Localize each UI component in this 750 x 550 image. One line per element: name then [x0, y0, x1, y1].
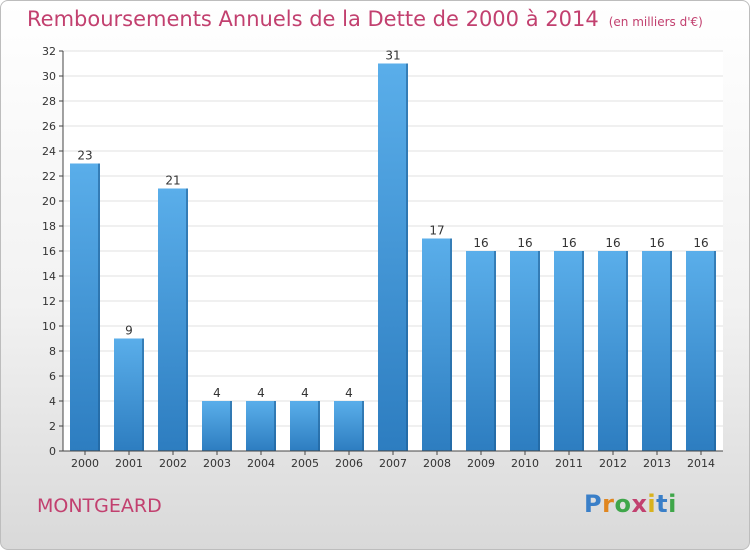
data-label: 4: [213, 386, 221, 400]
y-tick-label: 8: [49, 345, 56, 358]
y-tick-label: 16: [42, 245, 56, 258]
bar-edge: [582, 251, 584, 451]
y-tick-label: 22: [42, 170, 56, 183]
bar-edge: [670, 251, 672, 451]
y-tick-label: 14: [42, 270, 56, 283]
bar: [334, 401, 364, 451]
bar-edge: [450, 238, 452, 451]
y-tick-label: 2: [49, 420, 56, 433]
y-tick-label: 24: [42, 145, 56, 158]
x-tick-label: 2011: [555, 457, 583, 470]
chart-title: Remboursements Annuels de la Dette de 20…: [27, 7, 703, 31]
data-label: 4: [345, 386, 353, 400]
bar: [686, 251, 716, 451]
data-label: 4: [301, 386, 309, 400]
x-tick-label: 2000: [71, 457, 99, 470]
bar-edge: [626, 251, 628, 451]
bars: [70, 63, 716, 451]
bar: [554, 251, 584, 451]
data-label: 16: [605, 236, 620, 250]
y-tick-label: 12: [42, 295, 56, 308]
bar-edge: [230, 401, 232, 451]
y-tick-label: 10: [42, 320, 56, 333]
bar: [114, 338, 144, 451]
y-tick-label: 32: [42, 45, 56, 58]
proxiti-logo: Proxiti: [584, 490, 677, 518]
data-label: 31: [385, 49, 400, 63]
bar: [70, 163, 100, 451]
data-label: 16: [517, 236, 532, 250]
bar: [642, 251, 672, 451]
bar-edge: [714, 251, 716, 451]
logo-letter: t: [656, 490, 669, 518]
logo-letter: i: [668, 490, 677, 518]
logo-letter: x: [631, 490, 648, 518]
logo-letter: i: [647, 490, 657, 518]
bar-edge: [142, 338, 144, 451]
x-tick-label: 2007: [379, 457, 407, 470]
y-tick-label: 4: [49, 395, 56, 408]
bar: [466, 251, 496, 451]
x-tick-label: 2004: [247, 457, 275, 470]
y-tick-label: 20: [42, 195, 56, 208]
bar-edge: [98, 163, 100, 451]
data-label: 16: [561, 236, 576, 250]
x-tick-label: 2008: [423, 457, 451, 470]
bar: [158, 188, 188, 451]
data-label: 16: [693, 236, 708, 250]
axes: [59, 50, 723, 455]
bar-edge: [362, 401, 364, 451]
bar: [378, 63, 408, 451]
x-tick-label: 2006: [335, 457, 363, 470]
bar: [422, 238, 452, 451]
bar-edge: [494, 251, 496, 451]
bar-edge: [186, 188, 188, 451]
x-tick-label: 2009: [467, 457, 495, 470]
y-tick-label: 26: [42, 120, 56, 133]
logo-letter: r: [602, 490, 615, 518]
data-label: 9: [125, 324, 133, 338]
bar-edge: [406, 63, 408, 451]
x-tick-label: 2003: [203, 457, 231, 470]
data-label: 4: [257, 386, 265, 400]
bar: [202, 401, 232, 451]
commune-name: MONTGEARD: [37, 495, 162, 517]
y-tick-label: 18: [42, 220, 56, 233]
x-tick-label: 2005: [291, 457, 319, 470]
x-tick-label: 2014: [687, 457, 715, 470]
bar: [598, 251, 628, 451]
data-label: 21: [165, 174, 180, 188]
data-label: 16: [473, 236, 488, 250]
y-tick-label: 6: [49, 370, 56, 383]
x-tick-label: 2012: [599, 457, 627, 470]
bar: [290, 401, 320, 451]
x-tick-label: 2013: [643, 457, 671, 470]
bar: [510, 251, 540, 451]
bar-edge: [318, 401, 320, 451]
x-tick-label: 2002: [159, 457, 187, 470]
bar-edge: [274, 401, 276, 451]
x-tick-label: 2001: [115, 457, 143, 470]
data-label: 16: [649, 236, 664, 250]
chart-title-text: Remboursements Annuels de la Dette de 20…: [27, 7, 599, 31]
data-label: 23: [77, 149, 92, 163]
y-tick-label: 28: [42, 95, 56, 108]
labels: 0246810121416182022242628303223200092001…: [42, 45, 715, 470]
logo-letter: o: [614, 490, 632, 518]
y-tick-label: 0: [49, 445, 56, 458]
x-tick-label: 2010: [511, 457, 539, 470]
chart-unit-label: (en milliers d'€): [608, 15, 703, 29]
data-label: 17: [429, 224, 444, 238]
bar: [246, 401, 276, 451]
bar-edge: [538, 251, 540, 451]
logo-letter: P: [584, 490, 603, 518]
y-tick-label: 30: [42, 70, 56, 83]
